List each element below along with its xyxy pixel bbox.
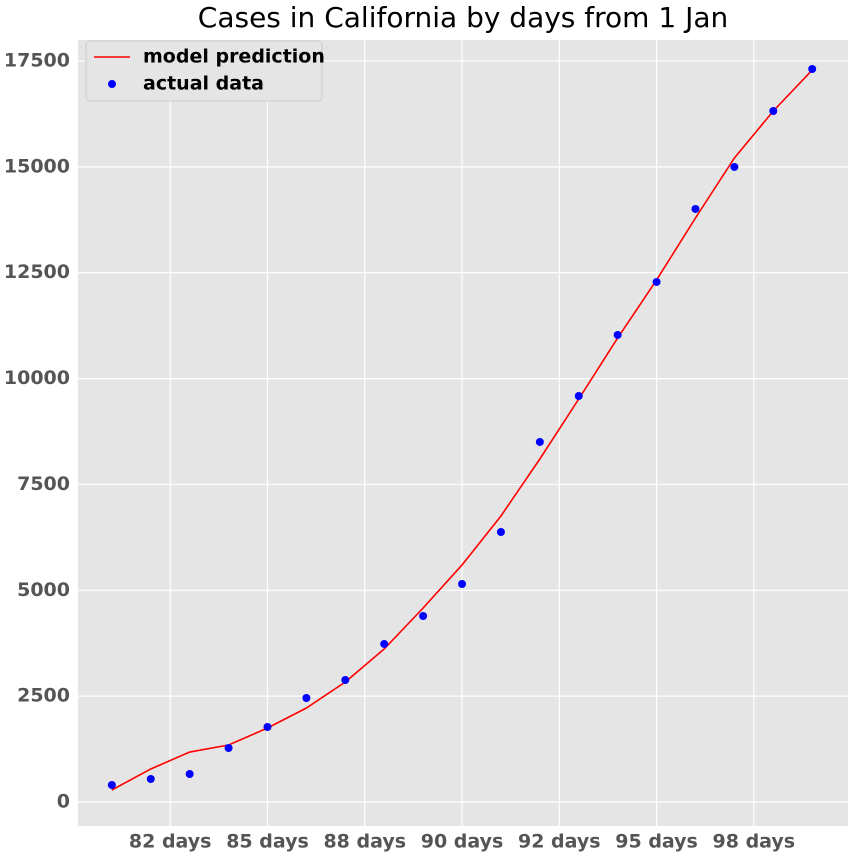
y-tick-label: 7500 — [17, 473, 70, 495]
scatter-point — [341, 676, 350, 685]
x-tick-label: 98 days — [713, 831, 796, 853]
scatter-point — [380, 639, 389, 648]
legend-label: actual data — [143, 73, 264, 95]
x-tick-label: 90 days — [421, 831, 504, 853]
scatter-point — [419, 611, 428, 620]
marks — [107, 65, 817, 791]
y-tick-label: 12500 — [4, 261, 70, 283]
scatter-point — [730, 162, 739, 171]
y-tick-label: 15000 — [4, 155, 70, 177]
scatter-point — [691, 204, 700, 213]
scatter-point — [808, 65, 817, 74]
legend-box — [85, 40, 323, 102]
y-tick-label: 2500 — [17, 685, 70, 707]
y-tick-label: 5000 — [17, 579, 70, 601]
scatter-point — [535, 437, 544, 446]
y-tick-label: 0 — [57, 790, 70, 812]
scatter-point — [263, 723, 272, 732]
chart-title: Cases in California by days from 1 Jan — [198, 1, 728, 34]
legend-swatch — [108, 80, 116, 88]
scatter-point — [496, 527, 505, 536]
scatter-point — [302, 694, 311, 703]
plot-background — [78, 40, 848, 826]
scatter-point — [574, 391, 583, 400]
x-tick-label: 82 days — [129, 831, 212, 853]
scatter-point — [146, 775, 155, 784]
scatter-point — [769, 107, 778, 116]
y-tick-label: 10000 — [4, 367, 70, 389]
grid — [78, 40, 848, 826]
scatter-point — [652, 277, 661, 286]
scatter-point — [224, 744, 233, 753]
x-tick-label: 88 days — [323, 831, 406, 853]
legend-label: model prediction — [143, 46, 325, 68]
legend: model prediction actual data — [85, 40, 325, 102]
x-tick-label: 92 days — [518, 831, 601, 853]
scatter-point — [458, 579, 467, 588]
y-tick-label: 17500 — [4, 50, 70, 72]
scatter-point — [107, 780, 116, 789]
x-tick-label: 85 days — [226, 831, 309, 853]
scatter-point — [185, 770, 194, 779]
scatter-point — [613, 330, 622, 339]
x-tick-label: 95 days — [615, 831, 698, 853]
